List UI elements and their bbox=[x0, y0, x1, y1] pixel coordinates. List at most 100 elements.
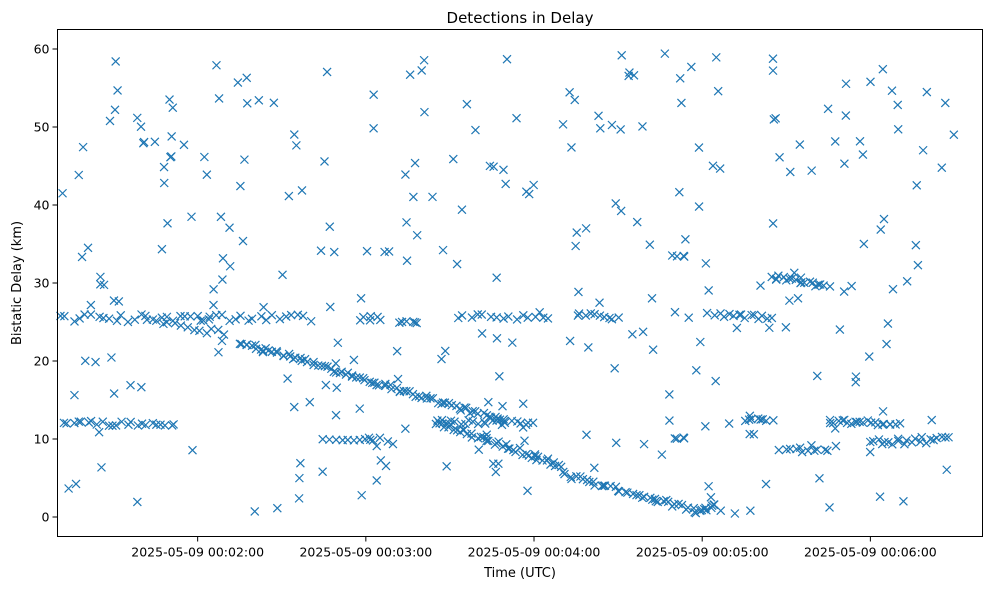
data-point bbox=[710, 310, 720, 320]
data-point bbox=[212, 60, 221, 70]
data-point bbox=[637, 493, 647, 503]
data-point bbox=[940, 98, 950, 108]
data-point bbox=[250, 506, 260, 516]
data-point bbox=[524, 189, 534, 199]
data-point bbox=[704, 286, 714, 295]
data-point bbox=[492, 312, 502, 322]
data-point bbox=[110, 105, 120, 115]
data-point bbox=[322, 67, 332, 77]
data-point bbox=[747, 310, 757, 320]
data-point bbox=[170, 318, 180, 328]
data-point bbox=[95, 272, 105, 282]
data-point bbox=[651, 496, 661, 506]
data-point bbox=[64, 484, 74, 493]
data-point bbox=[944, 432, 953, 442]
data-point bbox=[247, 314, 257, 324]
data-point bbox=[235, 181, 245, 191]
data-point bbox=[240, 155, 249, 165]
data-point bbox=[369, 90, 379, 100]
data-point bbox=[492, 333, 502, 343]
data-point bbox=[209, 284, 219, 294]
data-point bbox=[942, 465, 952, 475]
data-point bbox=[558, 467, 568, 477]
data-point bbox=[116, 310, 126, 320]
data-point bbox=[179, 140, 189, 150]
data-point bbox=[75, 313, 85, 323]
data-point bbox=[520, 436, 529, 446]
data-point bbox=[473, 310, 483, 319]
data-point bbox=[218, 253, 228, 263]
data-point bbox=[394, 318, 404, 328]
data-point bbox=[822, 446, 832, 456]
data-point bbox=[775, 152, 784, 162]
data-point bbox=[80, 356, 90, 366]
data-point bbox=[74, 417, 84, 427]
data-point bbox=[62, 419, 71, 428]
data-point bbox=[83, 243, 93, 253]
data-point bbox=[864, 352, 874, 361]
data-point bbox=[442, 461, 452, 471]
data-point bbox=[448, 154, 458, 164]
data-point bbox=[745, 506, 755, 516]
x-tick-label: 2025-05-09 00:05:00 bbox=[636, 545, 769, 560]
data-point bbox=[625, 68, 634, 77]
data-point bbox=[471, 125, 480, 135]
data-point bbox=[700, 421, 710, 431]
data-point bbox=[183, 322, 193, 332]
data-point bbox=[217, 310, 227, 320]
data-point bbox=[457, 310, 467, 320]
data-point bbox=[838, 416, 848, 425]
data-point bbox=[691, 365, 701, 375]
data-point bbox=[594, 111, 603, 121]
data-point bbox=[711, 52, 721, 62]
data-point bbox=[807, 166, 817, 176]
data-point bbox=[535, 307, 545, 317]
data-point bbox=[165, 152, 175, 162]
data-point bbox=[453, 313, 463, 323]
data-point bbox=[865, 447, 875, 457]
data-point bbox=[86, 300, 96, 310]
data-point bbox=[841, 111, 851, 120]
data-point bbox=[194, 326, 204, 336]
data-point bbox=[347, 371, 357, 380]
data-point bbox=[756, 281, 765, 291]
data-point bbox=[392, 346, 402, 356]
data-point bbox=[686, 62, 696, 72]
data-point bbox=[516, 418, 526, 428]
data-point bbox=[216, 212, 226, 222]
data-point bbox=[74, 170, 84, 180]
data-point bbox=[769, 115, 779, 124]
data-point bbox=[835, 325, 845, 334]
data-point bbox=[284, 349, 294, 359]
data-point bbox=[791, 275, 801, 285]
data-point bbox=[205, 312, 215, 322]
data-point bbox=[825, 282, 835, 291]
data-point bbox=[318, 434, 328, 444]
data-point bbox=[355, 373, 365, 382]
data-point bbox=[595, 298, 604, 308]
data-point bbox=[383, 436, 393, 446]
data-point bbox=[446, 416, 456, 426]
data-point bbox=[674, 499, 683, 509]
data-point bbox=[80, 310, 90, 319]
data-point bbox=[793, 293, 803, 303]
data-point bbox=[518, 310, 528, 320]
data-point bbox=[708, 161, 718, 171]
data-point bbox=[325, 222, 335, 232]
data-point bbox=[529, 180, 539, 190]
data-point bbox=[565, 336, 575, 346]
data-point bbox=[467, 313, 477, 322]
data-point bbox=[289, 402, 299, 412]
data-point bbox=[278, 270, 287, 280]
data-point bbox=[902, 276, 912, 286]
data-point bbox=[611, 199, 621, 208]
data-point bbox=[858, 150, 868, 159]
data-point bbox=[111, 420, 121, 430]
data-point bbox=[136, 122, 146, 132]
data-point bbox=[402, 256, 412, 266]
data-point bbox=[523, 313, 533, 323]
data-point bbox=[225, 316, 235, 326]
data-point bbox=[745, 411, 755, 421]
data-point bbox=[480, 419, 490, 428]
data-point bbox=[141, 420, 151, 430]
